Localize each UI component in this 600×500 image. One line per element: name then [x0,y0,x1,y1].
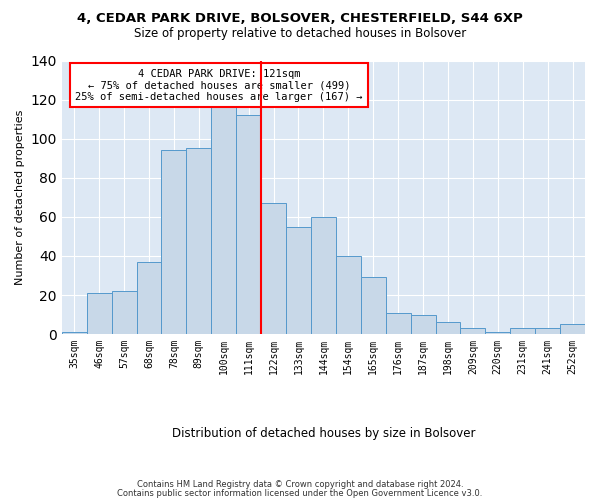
Bar [187,148,211,334]
Y-axis label: Number of detached properties: Number of detached properties [15,110,25,285]
Bar [211,104,236,334]
Bar [87,293,112,334]
Bar [286,226,311,334]
Bar [410,314,436,334]
Text: 4 CEDAR PARK DRIVE: 121sqm
← 75% of detached houses are smaller (499)
25% of sem: 4 CEDAR PARK DRIVE: 121sqm ← 75% of deta… [75,68,362,102]
Bar [161,150,187,334]
Bar [261,203,286,334]
Bar [560,324,585,334]
Bar [112,291,137,334]
Text: Contains public sector information licensed under the Open Government Licence v3: Contains public sector information licen… [118,488,482,498]
Bar [485,332,510,334]
X-axis label: Distribution of detached houses by size in Bolsover: Distribution of detached houses by size … [172,427,475,440]
Text: Contains HM Land Registry data © Crown copyright and database right 2024.: Contains HM Land Registry data © Crown c… [137,480,463,489]
Text: Size of property relative to detached houses in Bolsover: Size of property relative to detached ho… [134,28,466,40]
Bar [510,328,535,334]
Bar [460,328,485,334]
Bar [236,115,261,334]
Bar [535,328,560,334]
Bar [436,322,460,334]
Text: 4, CEDAR PARK DRIVE, BOLSOVER, CHESTERFIELD, S44 6XP: 4, CEDAR PARK DRIVE, BOLSOVER, CHESTERFI… [77,12,523,26]
Bar [62,332,87,334]
Bar [386,312,410,334]
Bar [336,256,361,334]
Bar [311,217,336,334]
Bar [137,262,161,334]
Bar [361,278,386,334]
